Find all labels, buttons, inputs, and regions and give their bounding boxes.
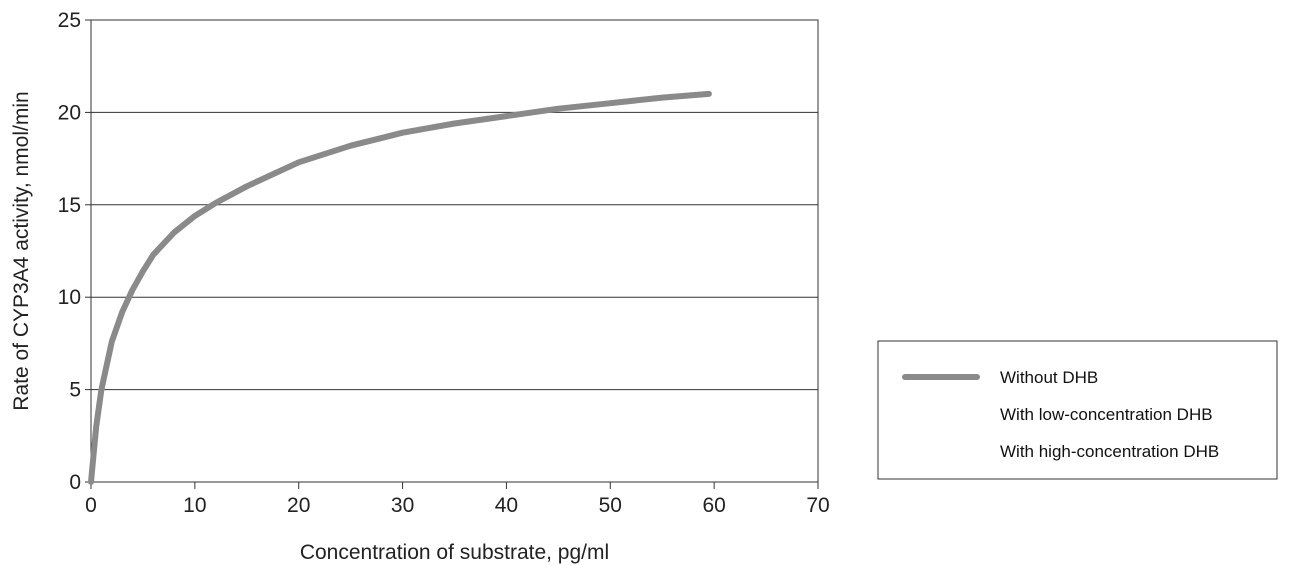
y-tick-label: 25 <box>58 9 81 32</box>
x-tick-label: 50 <box>599 494 622 517</box>
x-axis-title: Concentration of substrate, pg/ml <box>300 541 609 564</box>
legend-label-low-dhb: With low-concentration DHB <box>1000 405 1213 424</box>
legend-box <box>877 340 1278 480</box>
series-line-0 <box>88 90 712 485</box>
y-tick-label: 10 <box>58 286 81 309</box>
y-tick-label: 0 <box>69 471 81 494</box>
x-tick-label: 60 <box>702 494 725 517</box>
y-tick-label: 15 <box>58 194 81 217</box>
legend-label-high-dhb: With high-concentration DHB <box>1000 442 1219 461</box>
legend: Without DHB With low-concentration DHB W… <box>877 340 1278 480</box>
x-axis: 0 10 20 30 40 50 60 70 <box>85 482 830 517</box>
x-tick-label: 0 <box>85 494 97 517</box>
x-tick-label: 30 <box>391 494 414 517</box>
y-axis-title: Rate of CYP3A4 activity, nmol/min <box>10 91 33 410</box>
x-tick-label: 70 <box>806 494 829 517</box>
x-tick-label: 10 <box>183 494 206 517</box>
y-tick-label: 5 <box>69 379 81 402</box>
x-tick-label: 20 <box>287 494 310 517</box>
y-axis: 0 5 10 15 20 25 <box>58 9 91 494</box>
legend-label-without-dhb: Without DHB <box>1000 368 1098 387</box>
series-layer <box>88 90 712 485</box>
plot-area <box>90 19 819 483</box>
gridlines <box>91 19 818 483</box>
y-tick-label: 20 <box>58 101 81 124</box>
x-tick-label: 40 <box>495 494 518 517</box>
